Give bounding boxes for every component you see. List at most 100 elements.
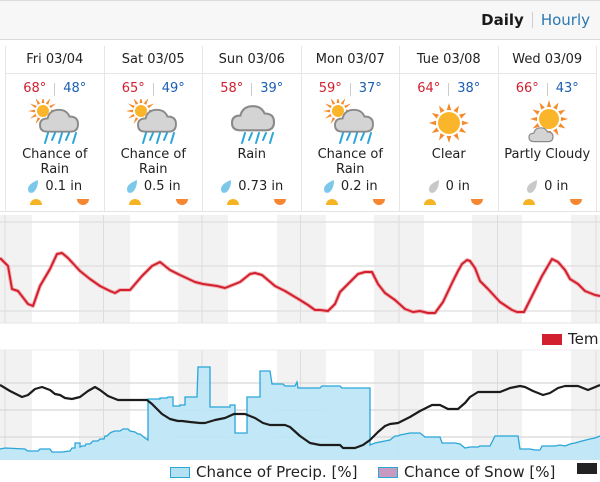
tab-daily[interactable]: Daily xyxy=(481,11,524,29)
day-column[interactable]: Tue 03/08 64° 38° Clear 0 in xyxy=(399,46,498,211)
low-temp: 37° xyxy=(358,81,382,96)
sunset-icon xyxy=(372,199,385,205)
condition-text: Partly Cloudy xyxy=(499,147,597,177)
sunset-icon xyxy=(569,199,582,205)
low-temp: 43° xyxy=(555,81,579,96)
legend-label: Tem xyxy=(568,330,599,348)
daily-forecast: Fri 03/04 68° 48° Chance of Rain 0.1 in … xyxy=(0,46,600,211)
day-temps: 58° 39° xyxy=(203,80,301,98)
precip-amount: 0.73 in xyxy=(203,179,301,195)
sun-times xyxy=(302,196,400,206)
temp-divider xyxy=(152,82,154,96)
sun-cloud-icon xyxy=(528,100,569,143)
raindrop-blue-icon xyxy=(221,180,232,193)
low-temp: 39° xyxy=(260,81,284,96)
precip-amount: 0 in xyxy=(499,179,597,195)
condition-line-1: Chance of xyxy=(317,147,383,162)
legend-third-series[interactable] xyxy=(577,463,600,474)
condition-line-1: Partly Cloudy xyxy=(504,147,591,162)
tab-hourly[interactable]: Hourly xyxy=(540,11,590,29)
legend-snow[interactable]: Chance of Snow [%] xyxy=(378,463,555,481)
temp-divider xyxy=(251,82,253,96)
precip-value: 0 in xyxy=(445,179,470,194)
precip-amount: 0 in xyxy=(400,179,498,195)
condition-text: Chance of Rain xyxy=(302,147,400,177)
day-column[interactable]: Sat 03/05 65° 49° Chance of Rain 0.5 in xyxy=(103,46,203,211)
condition-text: Rain xyxy=(203,147,301,177)
view-toggle-bar: Daily Hourly xyxy=(0,0,600,40)
day-column[interactable]: Mon 03/07 59° 37° Chance of Rain 0.2 in xyxy=(300,46,400,211)
day-temps: 68° 48° xyxy=(6,80,104,98)
condition-text: Chance of Rain xyxy=(6,147,104,177)
sunset-icon xyxy=(175,199,188,205)
condition-text: Chance of Rain xyxy=(105,147,203,177)
temp-divider xyxy=(349,82,351,96)
legend-label: Chance of Snow [%] xyxy=(404,463,556,481)
low-temp: 49° xyxy=(161,81,185,96)
high-temp: 59° xyxy=(318,81,342,96)
high-temp: 58° xyxy=(220,81,244,96)
day-temps: 65° 49° xyxy=(105,80,203,98)
sunset-icon xyxy=(77,199,89,205)
sun-times xyxy=(6,196,104,206)
condition-line-1: Clear xyxy=(431,147,466,162)
precip-amount: 0.1 in xyxy=(6,179,104,195)
sunrise-icon xyxy=(30,199,42,205)
high-temp: 66° xyxy=(515,81,539,96)
condition-text: Clear xyxy=(400,147,498,177)
sun-times xyxy=(203,196,301,206)
sunrise-icon xyxy=(325,199,338,205)
low-temp: 48° xyxy=(63,81,87,96)
view-toggle: Daily Hourly xyxy=(481,11,590,29)
legend-precip[interactable]: Chance of Precip. [%] xyxy=(170,463,357,481)
legend-temperature[interactable]: Tem xyxy=(542,330,598,348)
day-date: Sat 03/05 xyxy=(104,46,202,74)
precip-value: 0.73 in xyxy=(238,179,284,194)
legend-swatch xyxy=(378,466,398,478)
high-temp: 68° xyxy=(23,81,47,96)
sun-times xyxy=(105,196,203,206)
low-temp: 38° xyxy=(457,81,481,96)
high-temp: 64° xyxy=(417,81,441,96)
raindrop-blue-icon xyxy=(323,180,334,193)
legend-swatch xyxy=(577,463,597,474)
temp-divider xyxy=(54,82,56,96)
temp-divider xyxy=(448,82,450,96)
precip-amount: 0.5 in xyxy=(105,179,203,195)
condition-line-1: Chance of xyxy=(22,147,88,162)
precip-value: 0.5 in xyxy=(143,179,181,194)
divider xyxy=(0,211,600,212)
day-column-next-partial xyxy=(596,46,600,211)
condition-line-2: Rain xyxy=(138,162,168,177)
condition-line-1: Chance of xyxy=(120,147,186,162)
day-date: Fri 03/04 xyxy=(6,46,104,74)
sun-times xyxy=(499,196,597,206)
temp-divider xyxy=(546,82,548,96)
legend-swatch xyxy=(542,333,562,345)
sunrise-icon xyxy=(424,199,436,205)
precip-value: 0 in xyxy=(544,179,569,194)
sunset-icon xyxy=(274,199,286,205)
precip-amount: 0.2 in xyxy=(302,179,400,195)
sun-times xyxy=(400,196,498,206)
partly-sunny-rain-icon xyxy=(27,99,79,144)
partly-sunny-rain-icon xyxy=(126,99,178,144)
day-temps: 66° 43° xyxy=(499,80,597,98)
day-column[interactable]: Sun 03/06 58° 39° Rain 0.73 in xyxy=(202,46,301,211)
day-column[interactable]: Fri 03/04 68° 48° Chance of Rain 0.1 in xyxy=(5,46,104,211)
sunrise-icon xyxy=(227,199,239,205)
cloud-rain-icon xyxy=(230,105,275,144)
day-date: Mon 03/07 xyxy=(301,46,399,74)
toggle-divider xyxy=(531,12,533,28)
sun-icon xyxy=(428,103,469,143)
day-column[interactable]: Wed 03/09 66° 43° Partly Cloudy 0 in xyxy=(497,46,597,211)
raindrop-blue-icon xyxy=(126,180,137,193)
high-temp: 65° xyxy=(121,81,145,96)
condition-line-2: Rain xyxy=(335,162,365,177)
sunrise-icon xyxy=(128,199,141,205)
sunset-icon xyxy=(471,199,483,205)
raindrop-blue-icon xyxy=(28,180,39,193)
sunrise-icon xyxy=(522,199,535,205)
condition-line-2: Rain xyxy=(40,162,70,177)
